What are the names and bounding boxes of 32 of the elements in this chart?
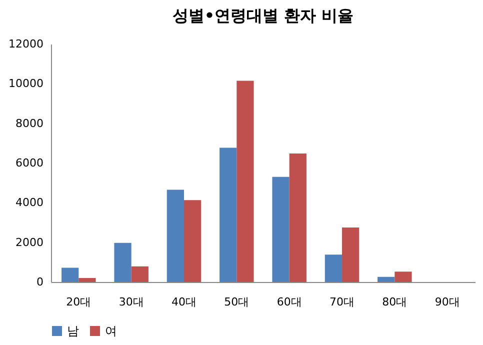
x-tick-label: 50대	[224, 296, 250, 308]
y-tick-label: 2000	[16, 236, 44, 249]
x-tick-label: 20대	[66, 296, 92, 308]
bar	[289, 153, 306, 282]
legend-label: 남	[67, 324, 79, 338]
chart-title: 성별•연령대별 환자 비율	[172, 6, 354, 25]
y-tick-label: 10000	[8, 77, 44, 90]
bar	[272, 176, 290, 282]
y-tick-label: 4000	[16, 196, 44, 210]
bar	[378, 276, 395, 282]
bar	[220, 148, 237, 282]
bar	[166, 190, 184, 282]
x-tick-label: 90대	[434, 296, 460, 308]
bar	[394, 272, 412, 282]
bar	[114, 242, 132, 282]
x-tick-label: 80대	[382, 296, 408, 308]
x-tick-label: 70대	[330, 296, 355, 308]
legend-label: 여	[105, 324, 117, 338]
x-tick-label: 40대	[171, 296, 196, 308]
y-tick-label: 12000	[8, 38, 44, 50]
bar	[62, 268, 79, 282]
y-tick-label: 0	[36, 276, 44, 288]
bar	[78, 278, 96, 282]
bar	[236, 80, 254, 282]
bar	[184, 200, 202, 282]
y-tick-label: 6000	[16, 156, 44, 170]
x-tick-label: 60대	[276, 296, 302, 308]
bar	[131, 266, 148, 282]
y-tick-label: 8000	[16, 116, 44, 130]
bar	[324, 254, 342, 282]
x-tick-label: 30대	[118, 296, 144, 308]
bar	[342, 227, 360, 282]
